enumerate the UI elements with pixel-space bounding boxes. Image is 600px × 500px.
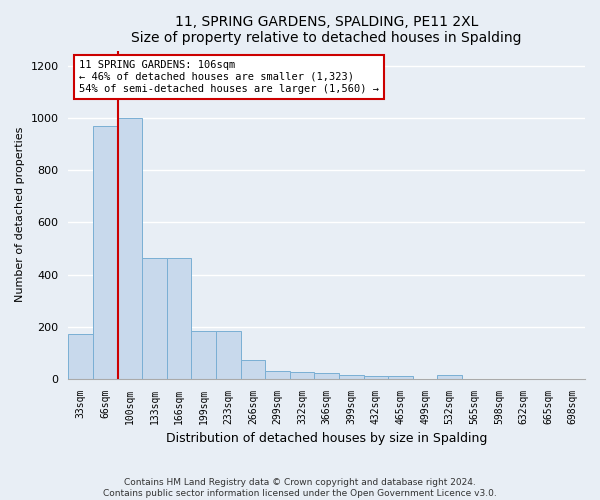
Bar bbox=[388, 376, 413, 378]
Bar bbox=[265, 371, 290, 378]
Bar bbox=[290, 372, 314, 378]
Bar bbox=[93, 126, 118, 378]
Title: 11, SPRING GARDENS, SPALDING, PE11 2XL
Size of property relative to detached hou: 11, SPRING GARDENS, SPALDING, PE11 2XL S… bbox=[131, 15, 522, 45]
Text: Contains HM Land Registry data © Crown copyright and database right 2024.
Contai: Contains HM Land Registry data © Crown c… bbox=[103, 478, 497, 498]
Bar bbox=[68, 334, 93, 378]
Bar bbox=[216, 330, 241, 378]
Bar bbox=[118, 118, 142, 378]
Bar bbox=[191, 330, 216, 378]
Bar bbox=[142, 258, 167, 378]
Bar bbox=[437, 375, 462, 378]
Bar bbox=[167, 258, 191, 378]
Bar bbox=[339, 375, 364, 378]
Text: 11 SPRING GARDENS: 106sqm
← 46% of detached houses are smaller (1,323)
54% of se: 11 SPRING GARDENS: 106sqm ← 46% of detac… bbox=[79, 60, 379, 94]
X-axis label: Distribution of detached houses by size in Spalding: Distribution of detached houses by size … bbox=[166, 432, 487, 445]
Y-axis label: Number of detached properties: Number of detached properties bbox=[15, 127, 25, 302]
Bar bbox=[241, 360, 265, 378]
Bar bbox=[314, 374, 339, 378]
Bar bbox=[364, 376, 388, 378]
